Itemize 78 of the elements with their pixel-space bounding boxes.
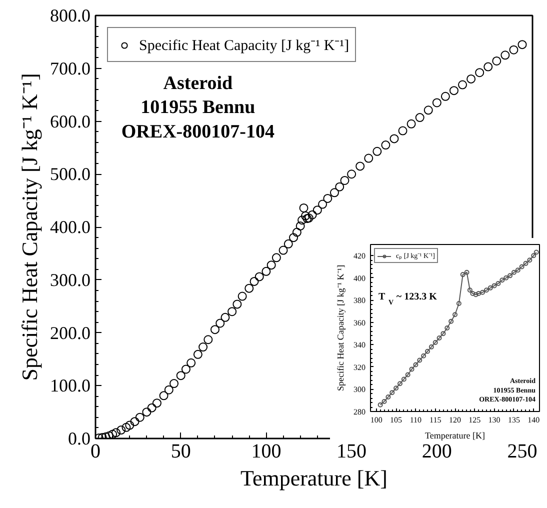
x-tick-label: 110 xyxy=(410,416,422,424)
point xyxy=(424,348,430,354)
x-tick-label: 135 xyxy=(508,416,520,424)
x-tick-label: 115 xyxy=(429,416,442,424)
point xyxy=(496,280,501,286)
y-tick-label: 320 xyxy=(354,362,366,372)
y-tick-label: 280 xyxy=(354,408,366,416)
x-tick-label: 0 xyxy=(90,440,100,462)
point xyxy=(484,288,489,293)
point xyxy=(488,285,493,290)
point xyxy=(417,358,422,363)
point xyxy=(421,353,426,358)
x-tick-label: 100 xyxy=(251,440,282,462)
point xyxy=(470,290,476,296)
point xyxy=(467,288,472,293)
point xyxy=(436,336,442,341)
point xyxy=(405,372,410,378)
x-tick-label: 130 xyxy=(488,416,500,424)
point xyxy=(432,340,438,345)
point xyxy=(476,290,482,296)
point xyxy=(394,386,399,391)
point xyxy=(401,376,406,382)
point xyxy=(515,268,520,273)
annotation: Asteroid 101955 Bennu OREX-800107-104 xyxy=(121,73,275,142)
point xyxy=(527,258,532,263)
point xyxy=(480,290,486,295)
point xyxy=(428,344,434,350)
x-tick-label: 120 xyxy=(449,416,461,424)
point xyxy=(473,292,478,298)
point xyxy=(531,253,536,258)
x-axis-title: Temperature [K] xyxy=(424,430,486,440)
point xyxy=(448,318,454,324)
y-tick-label: 400.0 xyxy=(50,217,90,237)
point xyxy=(460,272,466,278)
point xyxy=(504,275,509,280)
point xyxy=(456,301,462,306)
point xyxy=(390,390,395,396)
point xyxy=(519,264,524,270)
y-tick-label: 200.0 xyxy=(50,322,90,343)
point xyxy=(511,270,516,275)
x-tick-label: 125 xyxy=(468,416,481,424)
point xyxy=(413,362,418,368)
y-tick-label: 800.0 xyxy=(50,6,90,26)
y-tick-label: 380 xyxy=(354,296,366,306)
y-axis-title: Specific Heat Capacity [J kg⁻¹ K⁻¹] xyxy=(17,73,42,381)
y-tick-label: 700.0 xyxy=(50,58,90,78)
point xyxy=(444,326,450,330)
point xyxy=(464,270,470,275)
y-tick-label: 300 xyxy=(354,385,366,394)
point xyxy=(523,260,528,266)
point xyxy=(452,312,458,318)
point xyxy=(440,331,446,336)
y-tick-label: 100.0 xyxy=(50,376,90,396)
point xyxy=(409,366,414,372)
y-tick-label: 500.0 xyxy=(50,164,90,184)
x-tick-label: 100 xyxy=(370,416,382,424)
y-tick-label: 0.0 xyxy=(68,428,90,448)
x-tick-label: 50 xyxy=(170,440,191,462)
point xyxy=(386,394,391,400)
x-tick-label: 200 xyxy=(422,440,452,462)
x-tick-label: 140 xyxy=(528,416,540,424)
y-tick-label: 420 xyxy=(354,252,366,261)
y-tick-label: 600.0 xyxy=(50,111,90,132)
point xyxy=(397,381,402,386)
point xyxy=(508,273,513,278)
x-tick-label: 250 xyxy=(507,440,538,462)
point xyxy=(500,278,505,283)
x-axis-title: Temperature [K] xyxy=(240,466,388,490)
y-tick-label: 340 xyxy=(354,340,366,350)
y-tick-label: 360 xyxy=(354,318,366,328)
x-tick-label: 105 xyxy=(390,416,402,424)
y-axis-title: Specific Heat Capacity [J kg⁻¹ K⁻¹] xyxy=(336,264,346,392)
legend-label: Specific Heat Capacity [J kg⁻¹ K⁻¹] xyxy=(139,37,350,55)
y-tick-label: 300.0 xyxy=(50,270,90,290)
point xyxy=(492,283,497,288)
point xyxy=(382,398,387,404)
y-tick-label: 400 xyxy=(354,274,366,283)
x-tick-label: 150 xyxy=(336,440,367,462)
